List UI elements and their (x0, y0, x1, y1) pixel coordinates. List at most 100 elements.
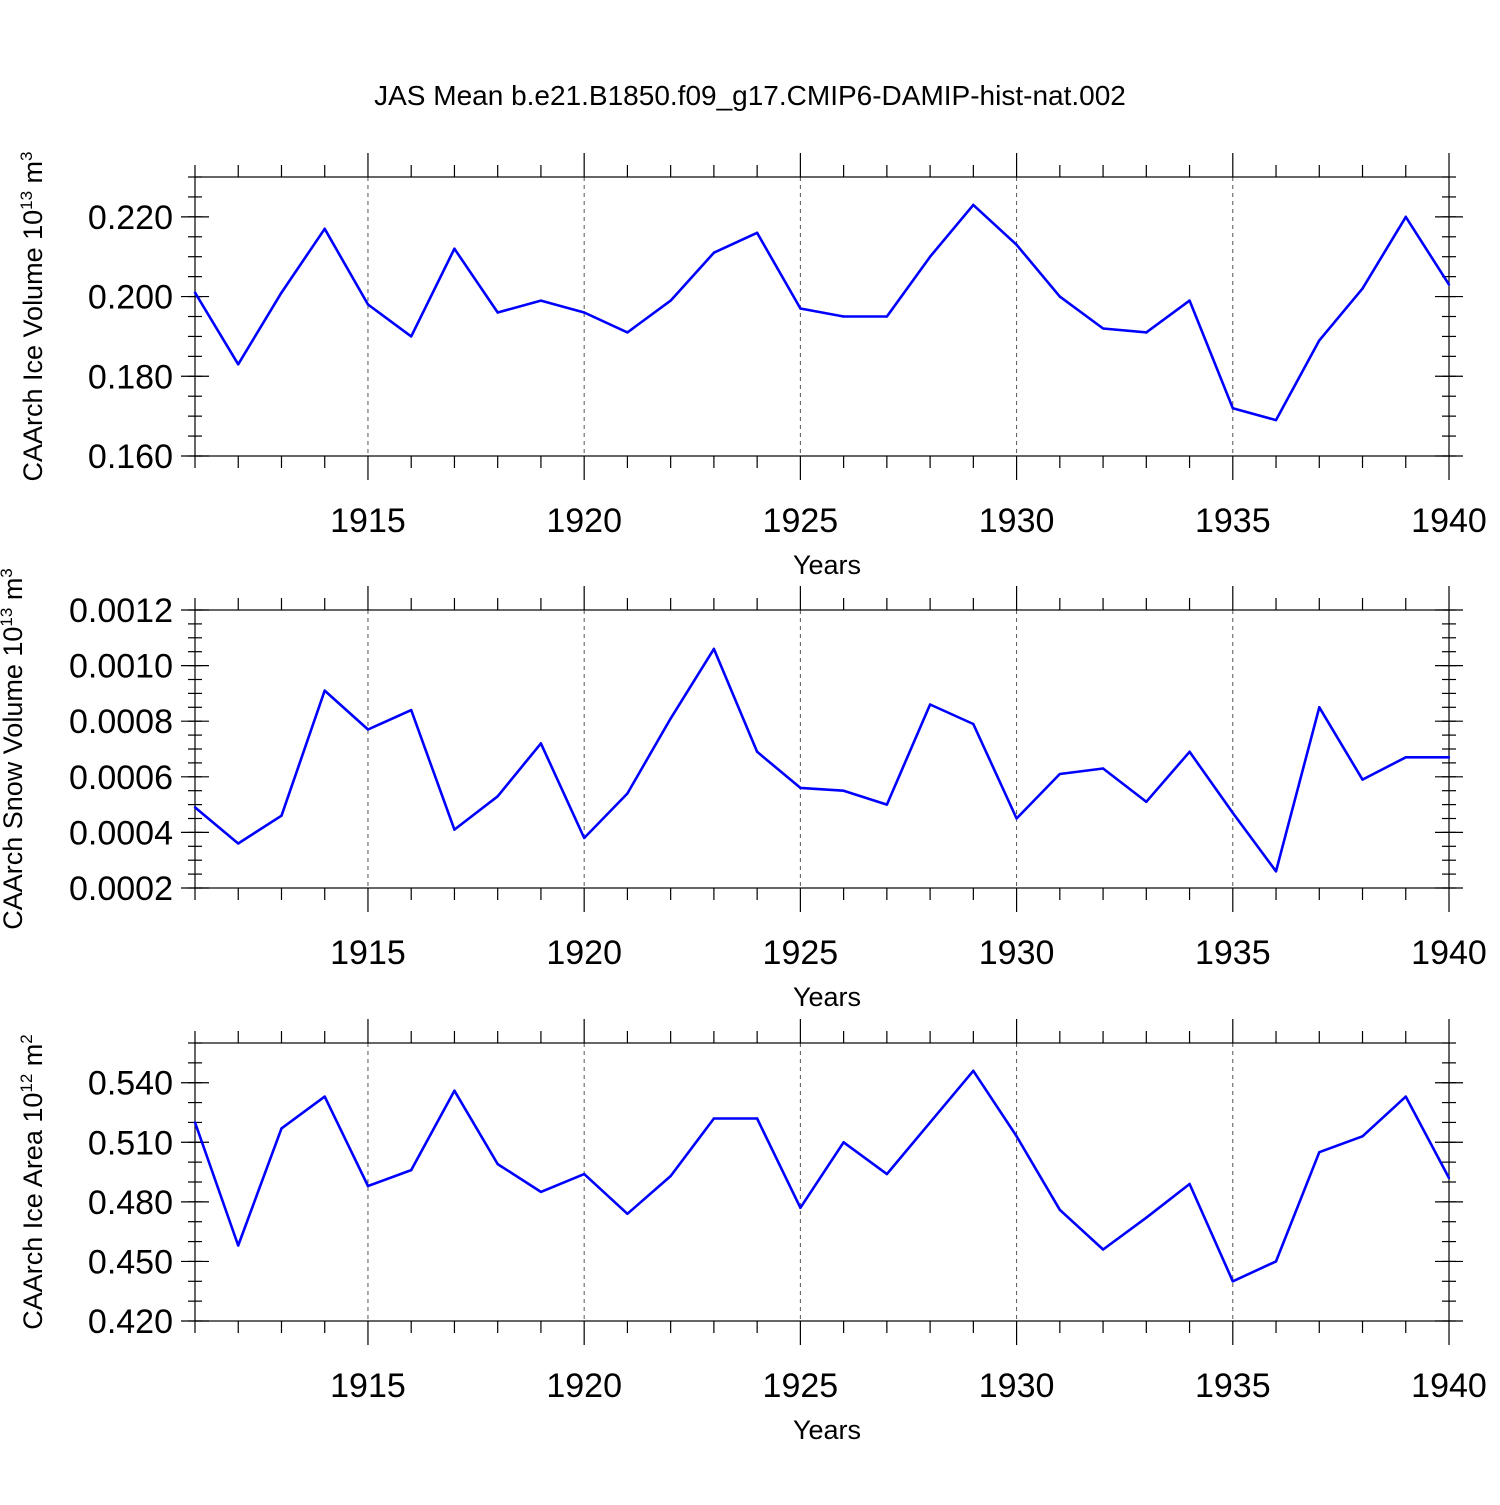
data-point (1188, 1182, 1191, 1186)
x-tick-label: 1940 (1411, 502, 1487, 540)
series-line (193, 1069, 1451, 1283)
data-point (1145, 1216, 1148, 1219)
x-tick-label: 1930 (979, 502, 1055, 540)
data-point (1058, 772, 1062, 776)
data-point (1015, 243, 1018, 246)
data-point (323, 1095, 326, 1098)
y-tick-label: 0.0010 (69, 648, 173, 686)
x-tick-label: 1915 (330, 934, 406, 972)
data-point (712, 1117, 716, 1120)
y-axis-title-unit-exponent: 3 (0, 568, 16, 577)
data-point (539, 742, 543, 745)
data-point (539, 1190, 543, 1194)
data-point (582, 311, 586, 314)
y-tick-label: 0.450 (88, 1243, 173, 1281)
data-point (755, 1117, 759, 1120)
x-tick-label: 1940 (1411, 1367, 1487, 1405)
y-axis-title-exponent: 12 (17, 1074, 36, 1093)
y-axis-title-text: CAArch Ice Area 10 (18, 1093, 48, 1330)
y-axis-title-unit-exponent: 3 (17, 151, 36, 160)
data-point (1058, 1208, 1062, 1212)
x-tick-label: 1920 (546, 934, 622, 972)
y-tick-label: 0.160 (88, 438, 173, 476)
data-point (237, 1244, 240, 1247)
data-point (842, 1141, 845, 1144)
data-point (669, 717, 672, 720)
data-point (1447, 1176, 1451, 1180)
data-point (237, 363, 240, 366)
data-point (582, 1172, 586, 1176)
data-point (972, 1069, 975, 1073)
data-point (928, 255, 932, 258)
data-point (366, 303, 370, 306)
x-tick-label: 1915 (330, 502, 406, 540)
plot-frame (194, 1042, 1450, 1322)
data-point (1188, 299, 1191, 302)
series-line (193, 203, 1451, 422)
data-point (280, 291, 283, 294)
data-point (1274, 418, 1278, 422)
data-point (1015, 817, 1018, 820)
data-point (410, 1168, 413, 1172)
panel-3: 1915 1920 1925 1930 1935 1940 0.420 0.450 0.480 0… (17, 1019, 1487, 1445)
data-point (1447, 756, 1451, 759)
data-point (1101, 1248, 1105, 1251)
data-point (1145, 331, 1148, 334)
data-point (1318, 1151, 1321, 1154)
data-point (280, 814, 283, 817)
data-point (323, 689, 326, 692)
y-tick-label: 0.200 (88, 279, 173, 317)
data-point (1101, 767, 1105, 770)
data-point (885, 315, 889, 318)
data-point (1404, 215, 1407, 219)
x-tick-label: 1920 (546, 1367, 622, 1405)
data-point (972, 203, 975, 207)
y-tick-label: 0.480 (88, 1184, 173, 1222)
data-point (1361, 1135, 1364, 1138)
y-axis-title: CAArch Ice Area 1012 m2 (17, 1034, 48, 1330)
data-point (1274, 870, 1278, 873)
data-point (1231, 811, 1234, 815)
y-axis-title-text: CAArch Snow Volume 10 (0, 627, 28, 930)
y-axis-title-unit: m (18, 161, 48, 191)
data-point (626, 331, 629, 334)
data-point (1404, 1095, 1407, 1098)
data-point (496, 1162, 499, 1166)
x-tick-label: 1915 (330, 1367, 406, 1405)
data-point (193, 1121, 197, 1124)
data-point (323, 227, 326, 231)
data-point (539, 299, 543, 302)
data-point (1318, 706, 1321, 709)
data-point (193, 291, 197, 294)
data-point (842, 789, 845, 792)
data-point (496, 311, 499, 314)
data-point (972, 722, 975, 726)
data-point (626, 792, 629, 795)
data-point (496, 795, 499, 798)
data-point (410, 708, 413, 712)
data-point (885, 1172, 889, 1176)
data-point (626, 1212, 629, 1215)
data-point (755, 750, 759, 753)
y-axis-title: CAArch Snow Volume 1013 m3 (0, 568, 28, 930)
data-point (885, 803, 889, 806)
data-point (453, 1089, 456, 1092)
y-tick-label: 0.0012 (69, 592, 173, 630)
data-point (712, 647, 716, 651)
data-point (799, 1206, 802, 1210)
y-tick-label: 0.540 (88, 1065, 173, 1103)
data-point (1361, 287, 1364, 290)
y-axis-title-unit-exponent: 2 (17, 1034, 36, 1043)
data-point (582, 836, 586, 840)
data-point (1404, 756, 1407, 759)
data-point (1058, 295, 1062, 298)
x-tick-label: 1925 (763, 1367, 839, 1405)
y-tick-label: 0.0004 (69, 814, 173, 852)
y-axis-title-text: CAArch Ice Volume 10 (18, 210, 48, 482)
y-tick-label: 0.0006 (69, 759, 173, 797)
plot-frame (194, 609, 1450, 889)
y-tick-label: 0.0002 (69, 870, 173, 908)
y-tick-label: 0.220 (88, 199, 173, 237)
x-tick-label: 1925 (763, 934, 839, 972)
